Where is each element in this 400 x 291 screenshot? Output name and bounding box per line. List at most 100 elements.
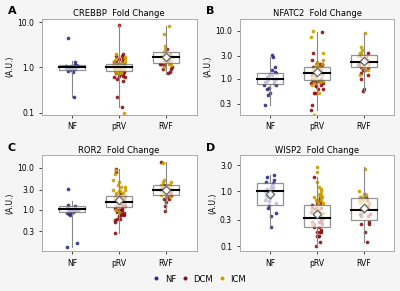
Point [311,112,317,117]
Point [110,63,117,68]
Point [314,234,321,239]
Point [68,64,75,69]
Point [114,95,120,99]
Point [269,73,275,77]
Point [359,48,365,52]
Point [315,87,322,92]
Point [116,73,122,78]
Point [160,67,167,72]
Point [310,67,317,71]
Point [121,210,128,215]
Point [114,71,120,75]
Point [356,197,362,202]
Point [318,62,325,67]
Point [113,54,120,58]
Point [358,50,364,55]
Point [158,186,164,191]
Point [121,67,128,72]
Point [118,207,124,212]
Text: C: C [8,143,16,152]
Point [312,68,318,73]
Point [265,93,271,98]
Point [122,203,128,207]
Point [262,80,268,85]
Point [64,244,70,249]
Bar [351,55,377,67]
Point [356,201,363,206]
Point [315,208,322,212]
Point [120,79,127,83]
Point [264,187,270,191]
Point [311,81,317,86]
Point [364,239,370,244]
Point [365,73,372,77]
Point [264,194,270,199]
Point [166,57,172,62]
Point [166,24,172,29]
Point [315,67,321,71]
Y-axis label: (A.U.): (A.U.) [204,56,212,77]
Point [161,178,168,183]
Point [316,80,323,85]
Point [316,193,323,197]
Point [118,69,124,74]
Point [316,64,322,69]
Point [265,74,272,79]
Point [313,60,320,65]
Point [358,45,364,50]
Point [360,64,367,69]
Point [309,83,315,87]
Point [360,191,367,196]
Point [315,201,322,206]
Point [356,62,362,67]
Point [316,184,322,189]
Point [112,193,119,198]
Point [268,68,275,73]
Point [365,65,372,70]
Point [74,63,81,68]
Point [310,79,316,83]
Point [355,63,362,68]
Point [168,67,174,72]
Point [318,197,325,202]
Point [271,79,277,83]
Point [112,218,118,223]
Point [72,63,78,68]
Point [162,43,168,48]
Point [118,195,124,199]
Point [162,54,169,58]
Point [168,189,174,193]
Point [319,201,326,206]
Point [362,167,368,172]
Point [110,178,117,183]
Point [314,164,321,169]
Point [64,65,70,70]
Point [122,75,128,80]
Point [169,55,175,59]
Point [162,57,168,62]
Point [116,209,123,214]
Point [361,203,368,208]
Point [167,193,174,198]
Point [365,205,372,210]
Point [118,71,125,75]
Point [120,191,126,195]
Point [113,197,119,201]
Point [118,72,124,77]
Point [308,35,314,39]
Point [168,60,174,65]
Point [162,191,169,195]
Point [64,205,70,210]
Point [317,239,323,244]
Y-axis label: (A.U.): (A.U.) [6,193,14,214]
Point [265,73,272,77]
Point [113,65,120,70]
Point [355,62,362,67]
Point [318,73,325,77]
Point [360,89,366,94]
Point [112,172,118,177]
Point [311,91,318,96]
Point [116,61,122,66]
Point [121,212,128,217]
Point [159,189,166,193]
